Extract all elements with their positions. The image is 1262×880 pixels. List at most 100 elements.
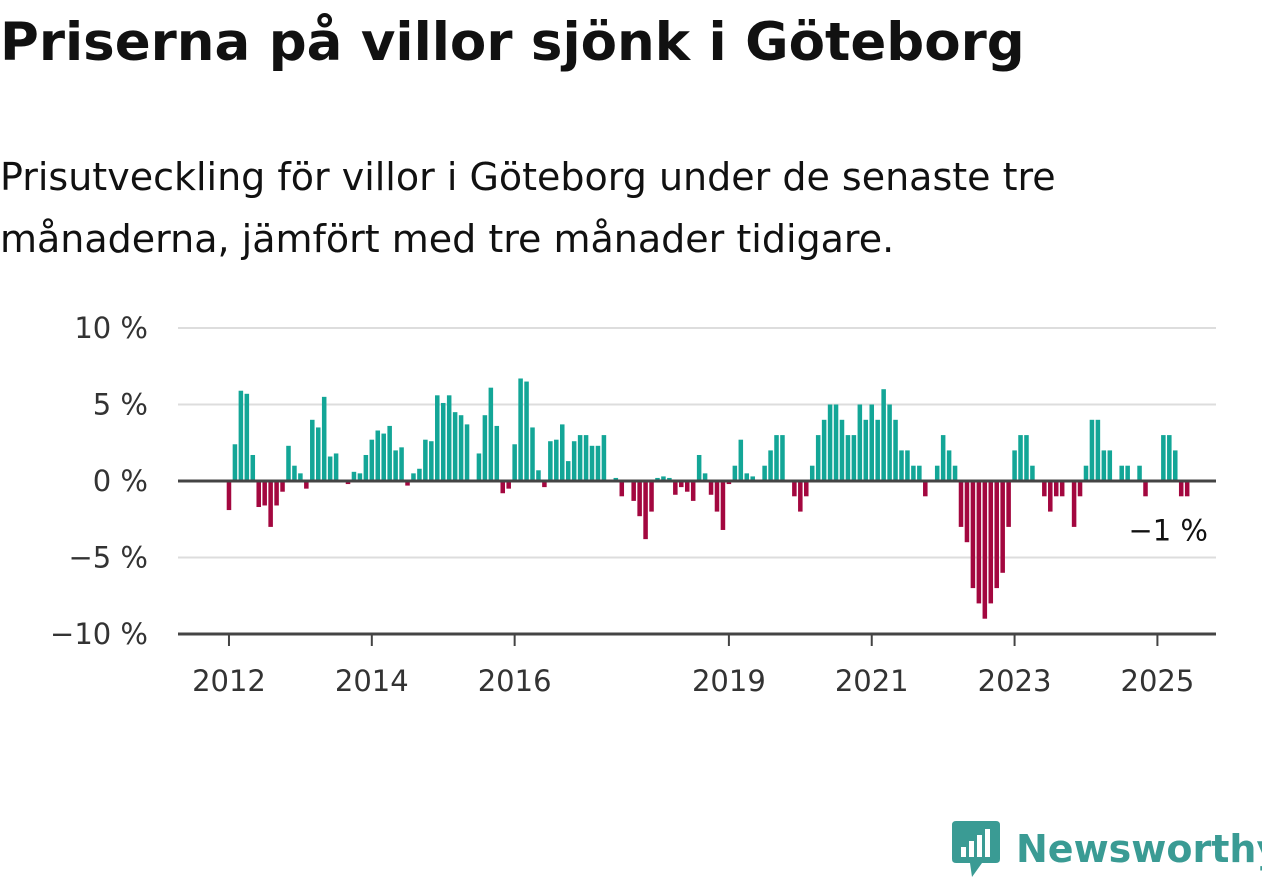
y-tick-label: −10 % bbox=[50, 617, 148, 651]
bar bbox=[690, 481, 696, 501]
bar bbox=[1137, 465, 1142, 481]
bar bbox=[863, 419, 869, 481]
bar bbox=[631, 481, 636, 501]
bar bbox=[1083, 465, 1089, 481]
bar bbox=[476, 453, 482, 481]
bar bbox=[345, 481, 351, 485]
y-tick-label: −5 % bbox=[68, 541, 148, 575]
bar bbox=[1018, 435, 1023, 481]
bar bbox=[327, 456, 333, 481]
bar bbox=[1101, 450, 1107, 481]
bar bbox=[970, 481, 976, 589]
bar bbox=[839, 419, 845, 481]
bar bbox=[554, 439, 559, 481]
bar bbox=[649, 481, 654, 512]
bar bbox=[1012, 450, 1017, 481]
bar bbox=[750, 476, 755, 481]
bar bbox=[1119, 465, 1124, 481]
bar bbox=[232, 444, 238, 481]
bar bbox=[536, 470, 541, 481]
x-tick-label: 2021 bbox=[835, 664, 909, 698]
bar bbox=[905, 450, 910, 481]
bar bbox=[333, 453, 339, 481]
bar bbox=[637, 481, 642, 517]
brand-name: Newsworthy bbox=[1016, 827, 1262, 871]
bar bbox=[571, 441, 577, 481]
bar bbox=[542, 481, 547, 488]
bar-chart: 10 % 5 % 0 % −5 % −10 % 2012 2014 2016 2019 2021 2… bbox=[50, 311, 1216, 698]
bar bbox=[440, 402, 446, 481]
bar bbox=[744, 473, 750, 481]
bar bbox=[845, 435, 851, 481]
bar bbox=[446, 395, 452, 481]
bar bbox=[923, 481, 928, 497]
bar bbox=[899, 450, 904, 481]
bar bbox=[244, 393, 250, 481]
bar bbox=[726, 481, 732, 485]
bar bbox=[613, 477, 619, 481]
bar bbox=[655, 477, 660, 481]
bar bbox=[506, 481, 511, 489]
bar bbox=[857, 404, 863, 481]
bar bbox=[768, 450, 773, 481]
bar bbox=[1095, 419, 1101, 481]
bar bbox=[315, 427, 321, 481]
bar bbox=[940, 435, 946, 481]
chart-subtitle: Prisutveckling för villor i Göteborg und… bbox=[0, 155, 1056, 261]
bar bbox=[798, 481, 803, 512]
bar bbox=[934, 465, 940, 481]
bar bbox=[262, 481, 267, 506]
bar bbox=[518, 378, 523, 481]
bar bbox=[595, 445, 601, 481]
bar bbox=[774, 435, 779, 481]
bar bbox=[524, 381, 529, 481]
bar bbox=[559, 424, 565, 481]
bar bbox=[548, 441, 553, 481]
bar bbox=[1048, 481, 1053, 512]
y-tick-label: 10 % bbox=[74, 311, 148, 345]
x-tick-label: 2016 bbox=[478, 664, 552, 698]
bar bbox=[1042, 481, 1047, 497]
bar bbox=[869, 404, 875, 481]
bar bbox=[286, 445, 291, 481]
bar bbox=[1030, 465, 1035, 481]
bar bbox=[375, 430, 381, 481]
bar bbox=[1125, 465, 1130, 481]
bar bbox=[952, 465, 958, 481]
bar bbox=[1000, 481, 1005, 573]
x-tick-label: 2014 bbox=[335, 664, 409, 698]
bar bbox=[1143, 481, 1148, 497]
bar bbox=[851, 435, 857, 481]
bar bbox=[619, 481, 625, 497]
bar bbox=[827, 404, 833, 481]
bar bbox=[577, 435, 583, 481]
bar bbox=[1089, 419, 1095, 481]
bar bbox=[1173, 450, 1178, 481]
bar bbox=[601, 435, 607, 481]
bar bbox=[714, 481, 720, 512]
bar bbox=[458, 415, 464, 481]
bar bbox=[530, 427, 535, 481]
bar bbox=[226, 481, 232, 511]
bar bbox=[988, 481, 994, 604]
bar bbox=[732, 465, 738, 481]
bar bbox=[399, 447, 404, 481]
bar bbox=[643, 481, 648, 540]
bar bbox=[393, 450, 398, 481]
bar bbox=[250, 454, 256, 481]
bar bbox=[256, 481, 261, 508]
bar bbox=[1184, 481, 1190, 497]
bar bbox=[1053, 481, 1059, 497]
bar bbox=[583, 435, 589, 481]
y-tick-label: 0 % bbox=[93, 464, 148, 498]
bar bbox=[321, 396, 327, 481]
bar bbox=[1178, 481, 1184, 497]
bar bbox=[429, 441, 434, 481]
bar bbox=[381, 433, 386, 481]
bar bbox=[792, 481, 797, 497]
bar bbox=[881, 389, 886, 481]
bar bbox=[893, 419, 898, 481]
bar bbox=[1161, 435, 1166, 481]
newsworthy-brand: Newsworthy bbox=[950, 818, 1262, 880]
bar bbox=[833, 404, 839, 481]
